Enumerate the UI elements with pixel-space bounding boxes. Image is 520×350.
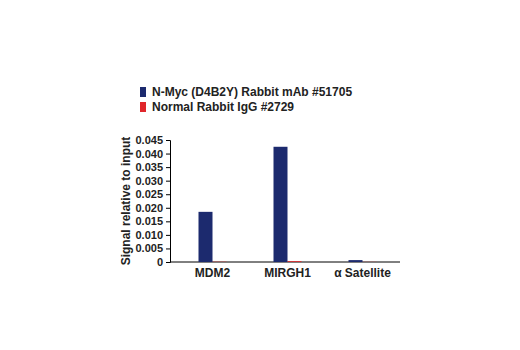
- bar: [199, 212, 213, 262]
- x-tick-label: MIRGH1: [264, 266, 311, 280]
- bar: [274, 147, 288, 262]
- y-tick-label: 0.020: [135, 202, 163, 214]
- y-tick: 0.035: [135, 161, 170, 173]
- legend-swatch: [140, 87, 146, 97]
- y-tick-label: 0: [157, 256, 163, 268]
- y-axis: 00.0050.0100.0150.0200.0250.0300.0350.04…: [135, 134, 170, 268]
- y-tick: 0: [157, 256, 170, 268]
- legend-label: Normal Rabbit IgG #2729: [152, 100, 294, 114]
- y-tick: 0.005: [135, 242, 170, 254]
- y-tick-mark: [166, 208, 170, 209]
- y-axis-title: Signal relative to input: [119, 137, 133, 266]
- y-tick-label: 0.030: [135, 175, 163, 187]
- y-tick-mark: [166, 194, 170, 195]
- bar: [213, 261, 227, 262]
- bar: [349, 260, 363, 262]
- x-tick: MDM2: [195, 262, 231, 280]
- legend: N-Myc (D4B2Y) Rabbit mAb #51705Normal Ra…: [140, 85, 352, 114]
- legend-label: N-Myc (D4B2Y) Rabbit mAb #51705: [152, 85, 352, 99]
- bar: [288, 261, 302, 262]
- y-tick-label: 0.005: [135, 242, 163, 254]
- y-tick-mark: [166, 154, 170, 155]
- y-tick-mark: [166, 167, 170, 168]
- bars: [199, 147, 377, 262]
- y-tick: 0.015: [135, 215, 170, 227]
- y-tick: 0.040: [135, 148, 170, 160]
- legend-swatch: [140, 102, 146, 112]
- y-tick-mark: [166, 221, 170, 222]
- y-axis-line: [166, 141, 171, 263]
- x-axis: MDM2 MIRGH1 α Satellite: [170, 262, 400, 280]
- y-tick-mark: [166, 262, 170, 263]
- y-tick: 0.010: [135, 229, 170, 241]
- x-tick-label: α Satellite: [334, 266, 391, 280]
- y-tick-mark: [166, 248, 170, 249]
- y-tick-label: 0.015: [135, 215, 163, 227]
- y-tick: 0.025: [135, 188, 170, 200]
- y-tick-label: 0.035: [135, 161, 163, 173]
- y-tick-label: 0.010: [135, 229, 163, 241]
- y-tick-mark: [166, 235, 170, 236]
- y-tick: 0.020: [135, 202, 170, 214]
- y-tick-label: 0.025: [135, 188, 163, 200]
- chart: 00.0050.0100.0150.0200.0250.0300.0350.04…: [0, 0, 520, 350]
- y-tick-mark: [166, 140, 170, 141]
- y-tick-mark: [166, 181, 170, 182]
- y-tick-label: 0.040: [135, 148, 163, 160]
- y-tick-label: 0.045: [135, 134, 163, 146]
- y-tick: 0.030: [135, 175, 170, 187]
- x-tick: MIRGH1: [264, 262, 311, 280]
- y-tick: 0.045: [135, 134, 170, 146]
- x-tick: α Satellite: [334, 262, 391, 280]
- bar: [363, 261, 377, 262]
- x-tick-label: MDM2: [195, 266, 231, 280]
